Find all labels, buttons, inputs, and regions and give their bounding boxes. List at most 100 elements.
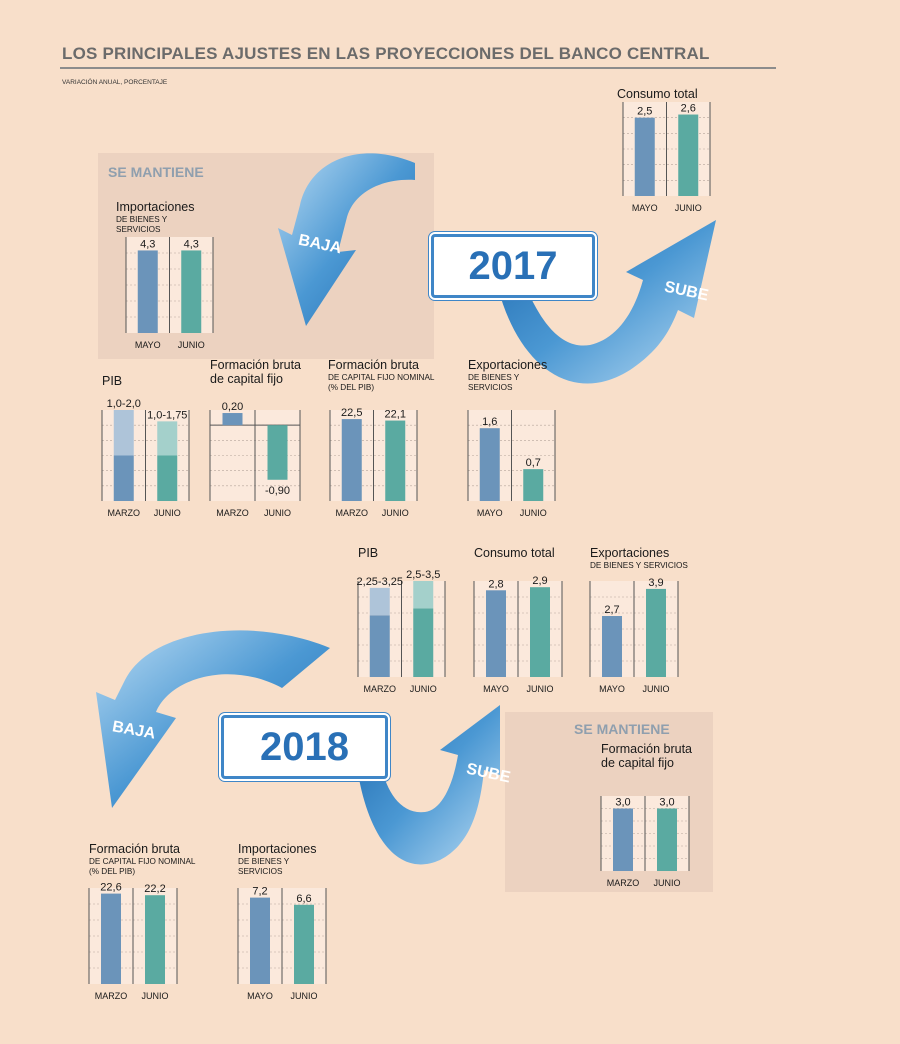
chart-svg: 7,2 MAYO 6,6 JUNIO [237, 886, 327, 1001]
category-label: MARZO [364, 684, 397, 694]
chart-title: Formación bruta [89, 842, 181, 856]
category-label: MAYO [632, 203, 658, 213]
bar [385, 420, 406, 501]
bar [101, 893, 121, 984]
bar [157, 455, 178, 501]
panel-2017-se-mantiene-label: SE MANTIENE [108, 164, 204, 180]
chart-subtitle: SERVICIOS [468, 383, 513, 392]
data-label: 22,1 [385, 409, 406, 421]
data-label: 2,9 [532, 575, 547, 587]
year-2018-box: 2018 [221, 715, 388, 779]
data-label: 0,7 [526, 457, 541, 469]
bar [646, 588, 666, 677]
data-label: 2,5-3,5 [406, 569, 440, 581]
arrow-2017-baja [278, 153, 415, 326]
bar [222, 413, 243, 426]
bar [634, 117, 655, 196]
bar [523, 469, 544, 501]
bar-range [413, 581, 434, 609]
bar-range [113, 410, 134, 456]
data-label: 0,20 [222, 401, 243, 413]
category-label: MARZO [108, 508, 141, 518]
data-label: 2,25-3,25 [357, 576, 403, 588]
bar [479, 428, 500, 501]
data-label: -0,90 [265, 485, 290, 497]
data-label: 1,0-1,75 [147, 409, 187, 421]
bar-range [157, 421, 178, 456]
chart-title: Importaciones [116, 200, 195, 214]
bar [341, 419, 362, 501]
category-label: MAYO [483, 684, 509, 694]
chart-svg: 4,3 MAYO 4,3 JUNIO [125, 237, 214, 350]
category-label: JUNIO [154, 508, 181, 518]
chart-title: PIB [102, 374, 123, 388]
chart-subtitle: DE CAPITAL FIJO NOMINAL [89, 857, 196, 866]
data-label: 6,6 [296, 893, 311, 905]
chart-svg: 2,7 MAYO 3,9 JUNIO [589, 577, 679, 694]
chart-svg: 2,8 MAYO 2,9 JUNIO [473, 575, 563, 694]
category-label: JUNIO [142, 991, 169, 1001]
data-label: 4,3 [140, 238, 155, 250]
category-label: MAYO [247, 991, 273, 1001]
chart-title: Exportaciones [590, 546, 670, 560]
bar [113, 455, 134, 501]
chart-title: Formación bruta [328, 358, 420, 372]
data-label: 3,9 [648, 577, 663, 589]
chart-svg: 22,6 MARZO 22,2 JUNIO [88, 882, 178, 1001]
chart-subtitle: (% DEL PIB) [328, 383, 375, 392]
category-label: JUNIO [520, 508, 547, 518]
chart-svg: 0,20 MARZO -0,90 JUNIO [209, 401, 301, 518]
data-label: 22,5 [341, 407, 362, 419]
category-label: JUNIO [527, 684, 554, 694]
category-label: MARZO [336, 508, 369, 518]
chart-title: PIB [358, 546, 379, 560]
category-label: JUNIO [654, 878, 681, 888]
chart-subtitle: SERVICIOS [238, 867, 283, 876]
title-rule [60, 67, 776, 69]
category-label: JUNIO [291, 991, 318, 1001]
bar [267, 425, 288, 480]
category-label: JUNIO [643, 684, 670, 694]
category-label: MAYO [599, 684, 625, 694]
chart-subtitle: DE BIENES Y [468, 373, 520, 382]
arrow-2018-baja [96, 630, 330, 808]
data-label: 22,6 [100, 882, 121, 894]
data-label: 2,8 [488, 578, 503, 590]
category-label: JUNIO [675, 203, 702, 213]
bar [369, 615, 390, 677]
chart-title: Consumo total [474, 546, 555, 560]
data-label: 4,3 [184, 238, 199, 250]
arrow-2017-sube [498, 220, 716, 384]
bar [486, 590, 506, 677]
bar [145, 895, 165, 984]
bar [613, 808, 633, 871]
bar [657, 808, 677, 871]
chart-title: Formación bruta [210, 358, 302, 372]
chart-subtitle: (% DEL PIB) [89, 867, 136, 876]
data-label: 7,2 [252, 886, 267, 898]
chart-svg: 2,5 MAYO 2,6 JUNIO [622, 102, 711, 213]
category-label: JUNIO [410, 684, 437, 694]
data-label: 2,7 [604, 604, 619, 616]
chart-title: Formación bruta [601, 742, 693, 756]
chart-subtitle: SERVICIOS [116, 225, 161, 234]
chart-title-line2: de capital fijo [210, 372, 283, 386]
category-label: MAYO [135, 340, 161, 350]
chart-svg: 1,6 MAYO 0,7 JUNIO [467, 410, 556, 518]
chart-subtitle: DE BIENES Y [116, 215, 168, 224]
data-label: 2,5 [637, 106, 652, 118]
chart-subtitle: DE BIENES Y SERVICIOS [590, 561, 688, 570]
chart-subtitle: DE CAPITAL FIJO NOMINAL [328, 373, 435, 382]
chart-title: Importaciones [238, 842, 317, 856]
chart-svg: 1,0-2,0 MARZO 1,0-1,75 JUNIO [101, 398, 190, 518]
page-subtitle: VARIACIÓN ANUAL, PORCENTAJE [62, 79, 168, 86]
data-label: 3,0 [659, 797, 674, 809]
chart-svg: 2,25-3,25 MARZO 2,5-3,5 JUNIO [357, 569, 446, 694]
chart-subtitle: DE BIENES Y [238, 857, 290, 866]
arrow-2018-sube [356, 705, 500, 865]
bar [413, 608, 434, 677]
bar [294, 904, 314, 984]
bar [181, 250, 202, 333]
bar [137, 250, 158, 333]
